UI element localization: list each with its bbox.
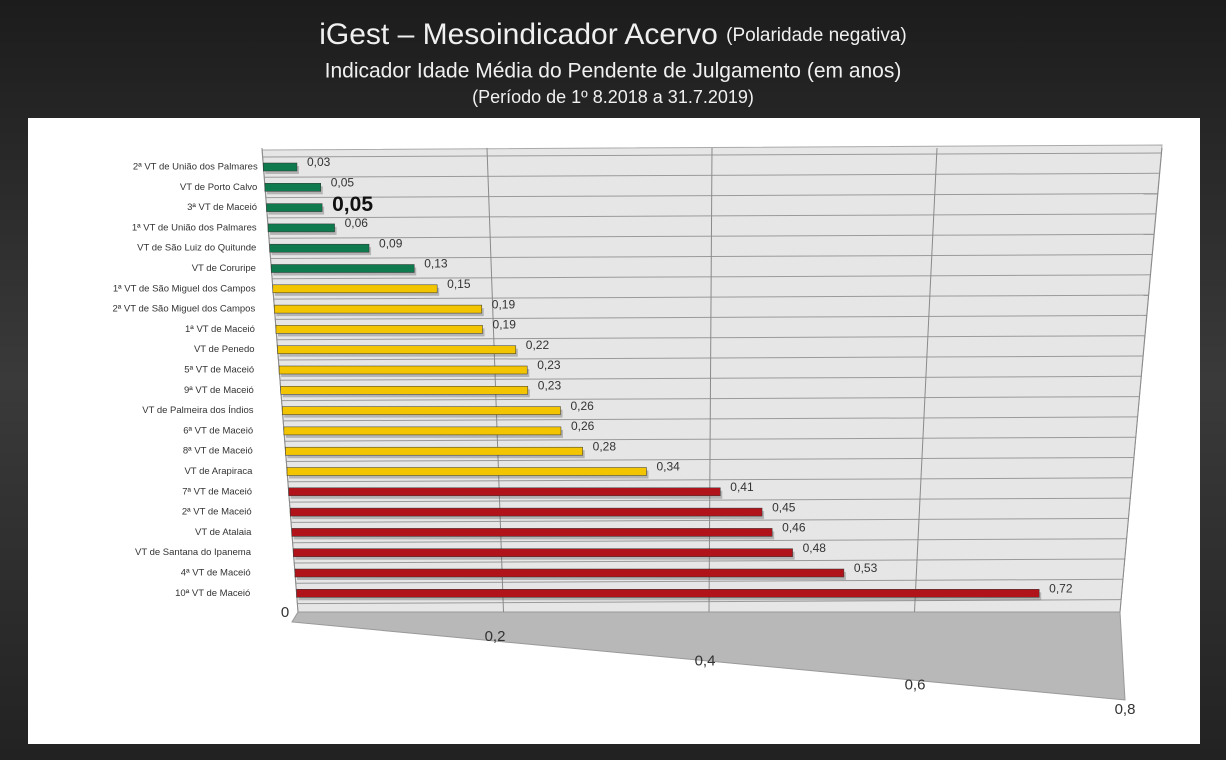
y-tick-label: VT de Coruripe (192, 263, 256, 274)
title-main: iGest – Mesoindicador Acervo (319, 18, 718, 51)
grid-line (914, 147, 938, 613)
value-label: 0,22 (526, 338, 550, 352)
bar (275, 325, 483, 334)
y-tick-label: 1ª VT de União dos Palmares (132, 222, 257, 233)
value-label: 0,41 (730, 480, 754, 494)
y-tick-label: VT de Atalaia (195, 527, 252, 538)
bar (288, 487, 721, 497)
bar (291, 528, 773, 537)
bar (283, 426, 562, 436)
bar (270, 264, 415, 273)
bar (280, 386, 529, 395)
value-label: 0,05 (331, 175, 355, 189)
y-tick-label: 1ª VT de Maceió (185, 324, 255, 335)
value-label: 0,46 (782, 521, 806, 535)
value-label: 0,34 (656, 460, 680, 474)
bar (293, 548, 793, 557)
bar (286, 467, 647, 476)
x-tick-label: 0 (281, 604, 289, 621)
y-tick-label: 5ª VT de Maceió (184, 365, 254, 376)
chart-subtitle: Indicador Idade Média do Pendente de Jul… (325, 60, 902, 83)
y-tick-label: 3ª VT de Maceió (187, 202, 257, 213)
value-label: 0,15 (447, 277, 471, 291)
bar (282, 406, 561, 415)
y-tick-label: VT de Arapiraca (184, 466, 253, 477)
y-tick-label: VT de Penedo (194, 344, 255, 355)
value-label: 0,28 (593, 439, 617, 453)
y-tick-label: 10ª VT de Maceió (175, 588, 250, 599)
y-tick-label: 2ª VT de São Miguel dos Campos (112, 304, 255, 315)
bar (278, 365, 528, 375)
value-label: 0,09 (379, 236, 403, 250)
x-tick-label: 0,8 (1115, 701, 1136, 718)
bar (272, 284, 438, 294)
chart-title: iGest – Mesoindicador Acervo (Polaridade… (319, 18, 907, 51)
value-label: 0,26 (571, 399, 595, 413)
title-note: (Polaridade negativa) (726, 25, 907, 46)
value-label: 0,26 (571, 419, 595, 433)
y-tick-label: 7ª VT de Maceió (182, 486, 252, 497)
chart-period: (Período de 1º 8.2018 a 31.7.2019) (472, 87, 754, 107)
y-tick-label: 2ª VT de Maceió (182, 507, 252, 518)
x-tick-label: 0,6 (905, 677, 926, 694)
bar (266, 203, 323, 212)
bar (294, 568, 845, 578)
value-label: 0,19 (492, 297, 516, 311)
value-label: 0,19 (493, 318, 517, 332)
y-tick-label: 4ª VT de Maceió (181, 568, 251, 579)
y-tick-label: 2ª VT de União dos Palmares (133, 162, 258, 173)
plot-floor (291, 611, 1126, 701)
value-label: 0,72 (1049, 581, 1073, 595)
y-tick-label: VT de São Luiz do Quitunde (137, 243, 256, 254)
y-tick-label: 1ª VT de São Miguel dos Campos (113, 283, 256, 294)
value-label: 0,48 (803, 541, 827, 555)
value-label: 0,03 (307, 155, 331, 169)
grid-line (1119, 147, 1163, 613)
y-tick-label: VT de Santana do Ipanema (135, 547, 252, 558)
value-label: 0,45 (772, 500, 796, 514)
bar (277, 345, 517, 354)
bar (296, 589, 1040, 598)
value-label: 0,05 (332, 193, 373, 216)
bar (263, 162, 298, 172)
y-tick-label: 6ª VT de Maceió (183, 425, 253, 436)
x-tick-label: 0,2 (485, 628, 506, 645)
bar (264, 183, 322, 192)
value-label: 0,23 (538, 378, 562, 392)
value-label: 0,53 (854, 561, 878, 575)
value-label: 0,13 (424, 257, 448, 271)
bar (267, 223, 335, 233)
value-label: 0,06 (345, 216, 369, 230)
x-tick-label: 0,4 (695, 652, 716, 669)
bar (274, 304, 483, 314)
value-label: 0,23 (537, 358, 561, 372)
y-tick-label: VT de Porto Calvo (180, 182, 257, 193)
y-tick-label: VT de Palmeira dos Índios (142, 405, 253, 416)
y-tick-label: 8ª VT de Maceió (183, 446, 253, 457)
y-tick-label: 9ª VT de Maceió (184, 385, 254, 396)
bar (285, 446, 583, 456)
bar (269, 243, 370, 253)
bar (289, 507, 763, 517)
